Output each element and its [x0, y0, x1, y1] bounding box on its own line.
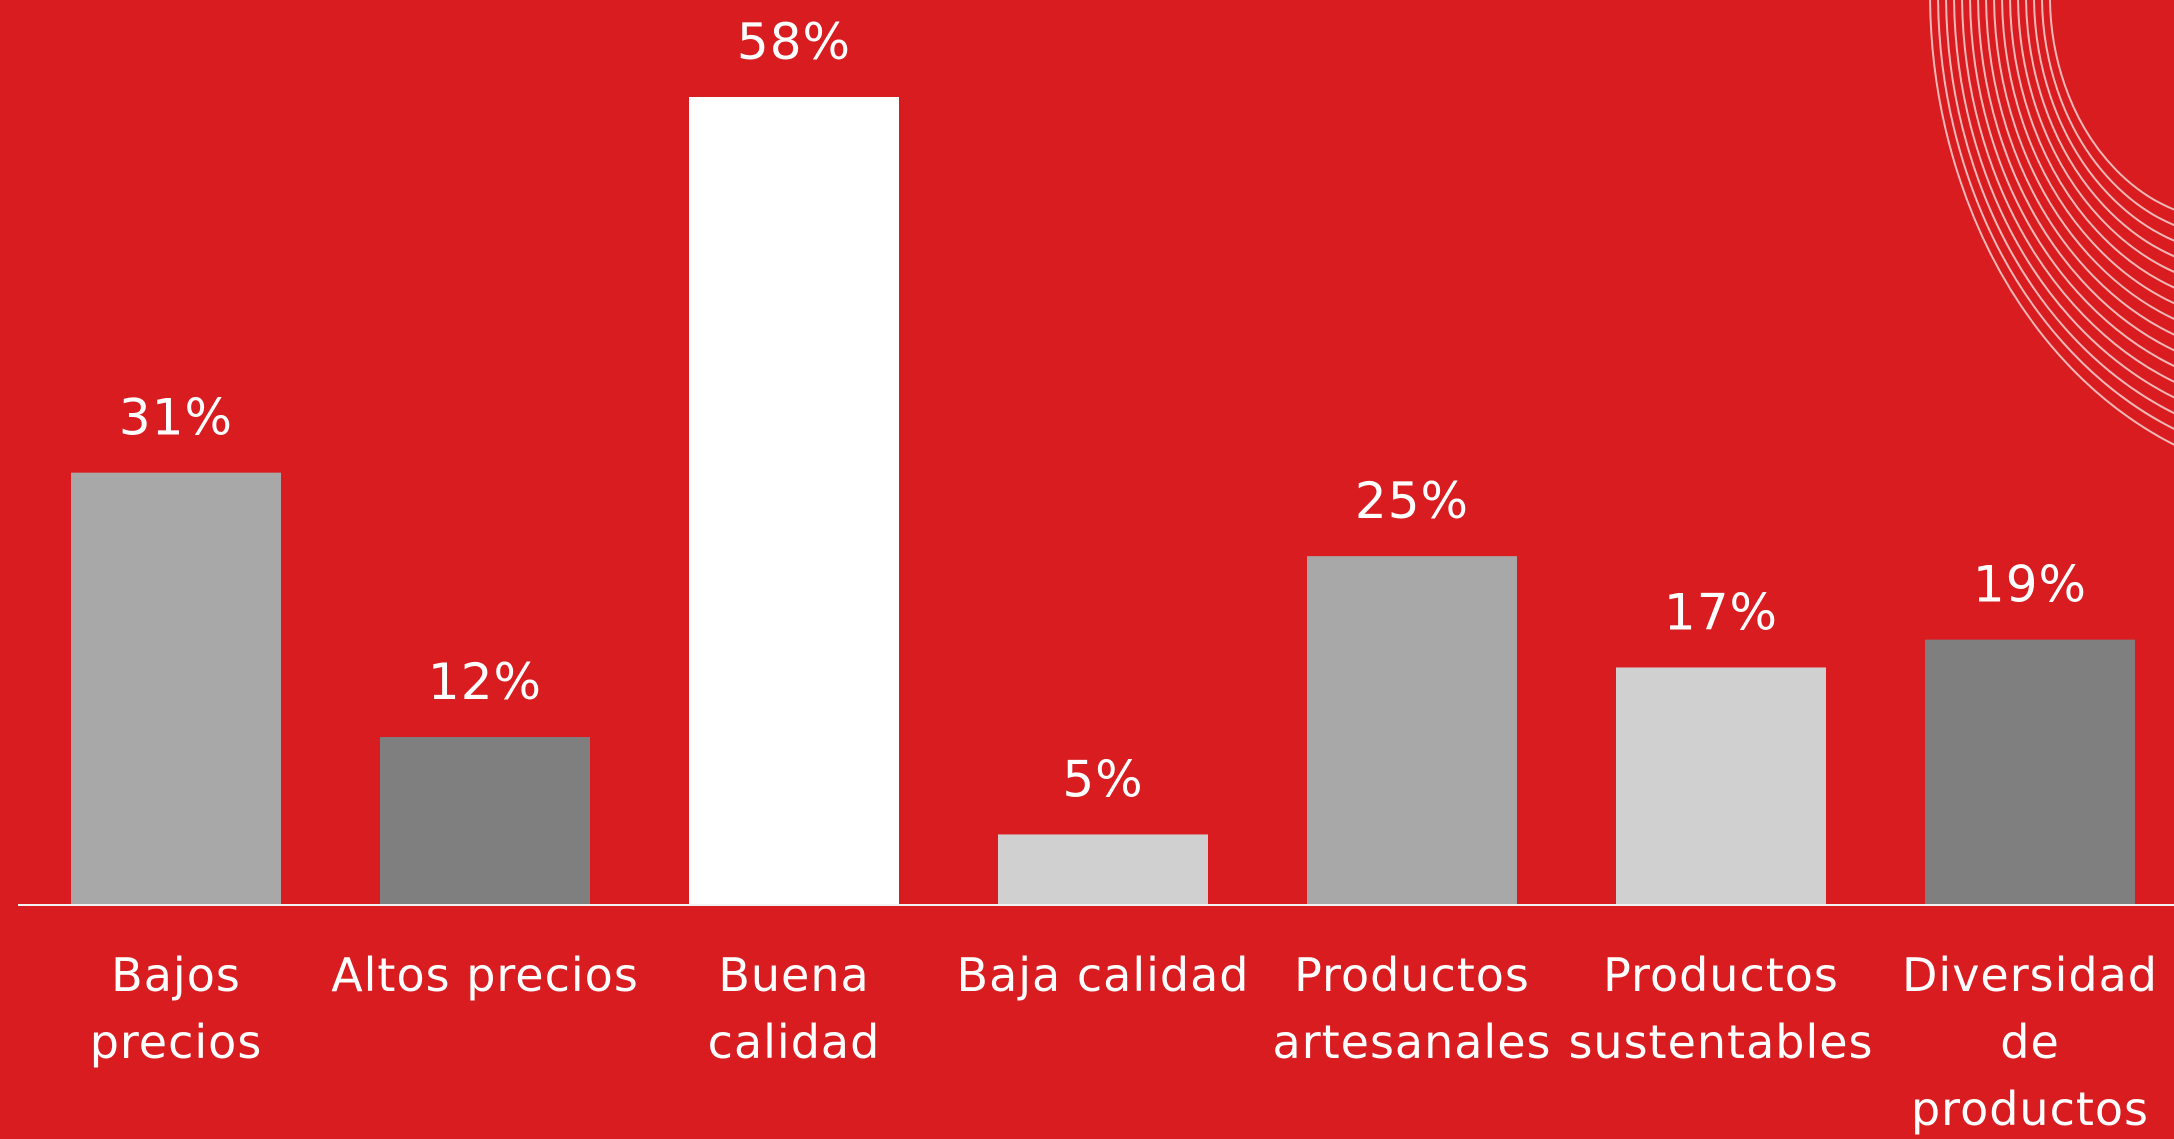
concentric-arcs-decoration-icon: [1929, 0, 2174, 446]
category-tick-label: Bajos precios: [90, 948, 263, 1069]
value-labels-group: 31% 12% 58% 5% 25% 17% 19%: [119, 13, 2087, 808]
bar-value-label: 5%: [1062, 750, 1143, 808]
bar-value-label: 17%: [1664, 583, 1778, 641]
bar-value-label: 25%: [1355, 472, 1469, 530]
decoration-arc: [1937, 0, 2174, 430]
category-tick-label: Altos precios: [331, 948, 639, 1002]
bar: [689, 97, 899, 904]
category-tick-label: Productos artesanales: [1273, 948, 1552, 1069]
decoration-arc: [2017, 0, 2174, 273]
decoration-arc: [2049, 0, 2174, 211]
category-tick-label-line: Diversidad: [1902, 948, 2158, 1002]
bar: [998, 834, 1208, 904]
decoration-arc: [1929, 0, 2174, 446]
category-tick-label: Diversidad de productos: [1902, 948, 2158, 1136]
decoration-arc: [2025, 0, 2174, 258]
decoration-arc: [2041, 0, 2174, 227]
decoration-arc: [1977, 0, 2174, 352]
decoration-arc: [1969, 0, 2174, 368]
category-tick-label-line: sustentables: [1568, 1015, 1873, 1069]
decoration-arc: [1953, 0, 2174, 399]
category-labels-group: Bajos precios Altos precios Buena calidad Baj…: [90, 948, 2158, 1136]
decoration-arc: [2001, 0, 2174, 305]
bar-value-label: 31%: [119, 389, 233, 447]
category-tick-label-line: artesanales: [1273, 1015, 1552, 1069]
category-tick-label-line: de: [2000, 1015, 2060, 1069]
decoration-arc: [2009, 0, 2174, 289]
bar: [71, 472, 281, 904]
bars-group: [71, 97, 2135, 904]
decoration-arc: [1961, 0, 2174, 383]
bar: [1925, 639, 2135, 904]
category-tick-label: Baja calidad: [957, 948, 1250, 1002]
bar-value-label: 12%: [428, 653, 542, 711]
category-tick-label: Productos sustentables: [1568, 948, 1873, 1069]
decoration-arc: [1945, 0, 2174, 415]
category-tick-label-line: productos: [1911, 1082, 2149, 1136]
category-tick-label-line: Buena: [718, 948, 869, 1002]
category-tick-label-line: precios: [90, 1015, 263, 1069]
category-tick-label-line: calidad: [708, 1015, 881, 1069]
decoration-arc: [1993, 0, 2174, 320]
category-tick-label-line: Altos precios: [331, 948, 639, 1002]
bar-value-label: 19%: [1973, 556, 2087, 614]
bar: [1307, 556, 1517, 904]
decoration-arc: [2033, 0, 2174, 242]
category-tick-label-line: Bajos: [111, 948, 241, 1002]
category-tick-label-line: Productos: [1603, 948, 1839, 1002]
category-tick-label: Buena calidad: [708, 948, 881, 1069]
decoration-arc: [1985, 0, 2174, 336]
category-tick-label-line: Productos: [1294, 948, 1530, 1002]
category-tick-label-line: Baja calidad: [957, 948, 1250, 1002]
bar: [380, 737, 590, 904]
bar-value-label: 58%: [737, 13, 851, 71]
bar: [1616, 667, 1826, 904]
